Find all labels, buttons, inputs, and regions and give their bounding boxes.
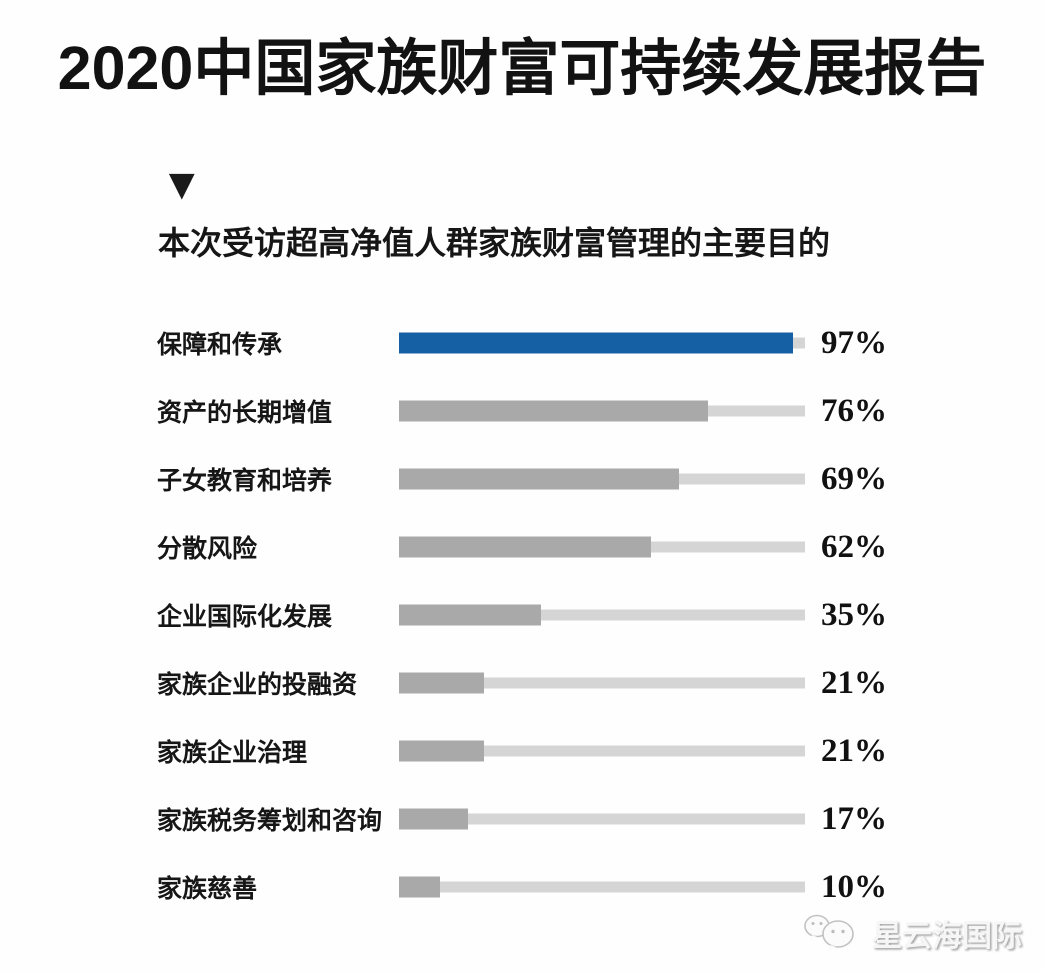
bar-value: 69% [821, 460, 887, 497]
bar-track [399, 881, 805, 893]
bar-area [399, 739, 805, 763]
bar-label: 家族企业治理 [157, 739, 308, 767]
chart-title: 本次受访超高净值人群家族财富管理的主要目的 [158, 225, 831, 261]
bar-area [399, 399, 805, 423]
watermark-text: 星云海国际 [872, 920, 1022, 953]
bar-row: 资产的长期增值 76% [157, 377, 1017, 445]
bar-value: 10% [821, 868, 887, 905]
bar-fill [399, 468, 680, 490]
bar-row: 企业国际化发展 35% [157, 581, 1017, 649]
bar-value: 17% [821, 800, 887, 837]
bar-value: 62% [821, 528, 887, 565]
watermark: 星云海国际 [802, 910, 1022, 956]
bar-fill [399, 332, 793, 354]
bar-area [399, 331, 805, 355]
bar-label: 企业国际化发展 [157, 603, 333, 631]
wechat-icon [804, 914, 854, 952]
bar-chart: 保障和传承 97% 资产的长期增值 76% 子女教育和培养 69% [157, 309, 1017, 921]
bar-row: 分散风险 62% [157, 513, 1017, 581]
bar-area [399, 671, 805, 695]
section-marker-icon: ▼ [160, 160, 204, 209]
bar-fill [399, 740, 485, 762]
bar-row: 保障和传承 97% [157, 309, 1017, 377]
bar-fill [399, 400, 708, 422]
bar-label: 子女教育和培养 [157, 467, 333, 495]
bar-row: 家族企业治理 21% [157, 717, 1017, 785]
bar-label: 资产的长期增值 [157, 399, 333, 427]
bar-track [399, 677, 805, 689]
bar-track [399, 745, 805, 757]
bar-track [399, 609, 805, 621]
page-title: 2020中国家族财富可持续发展报告 [57, 34, 987, 102]
bar-value: 21% [821, 732, 887, 769]
bar-area [399, 467, 805, 491]
bar-area [399, 603, 805, 627]
bar-fill [399, 604, 542, 626]
bar-value: 97% [821, 324, 887, 361]
bar-fill [399, 536, 651, 558]
bar-label: 分散风险 [157, 535, 258, 563]
bar-label: 家族企业的投融资 [157, 671, 358, 699]
bar-track [399, 813, 805, 825]
bar-value: 76% [821, 392, 887, 429]
bar-label: 保障和传承 [157, 331, 283, 359]
bar-area [399, 875, 805, 899]
bar-fill [399, 808, 469, 830]
bar-fill [399, 672, 485, 694]
bar-fill [399, 876, 440, 898]
bar-value: 35% [821, 596, 887, 633]
bar-label: 家族慈善 [157, 875, 258, 903]
bar-value: 21% [821, 664, 887, 701]
bar-row: 家族企业的投融资 21% [157, 649, 1017, 717]
bar-area [399, 535, 805, 559]
bar-area [399, 807, 805, 831]
bar-label: 家族税务筹划和咨询 [157, 807, 383, 835]
bar-row: 家族慈善 10% [157, 853, 1017, 921]
bar-row: 家族税务筹划和咨询 17% [157, 785, 1017, 853]
bar-row: 子女教育和培养 69% [157, 445, 1017, 513]
